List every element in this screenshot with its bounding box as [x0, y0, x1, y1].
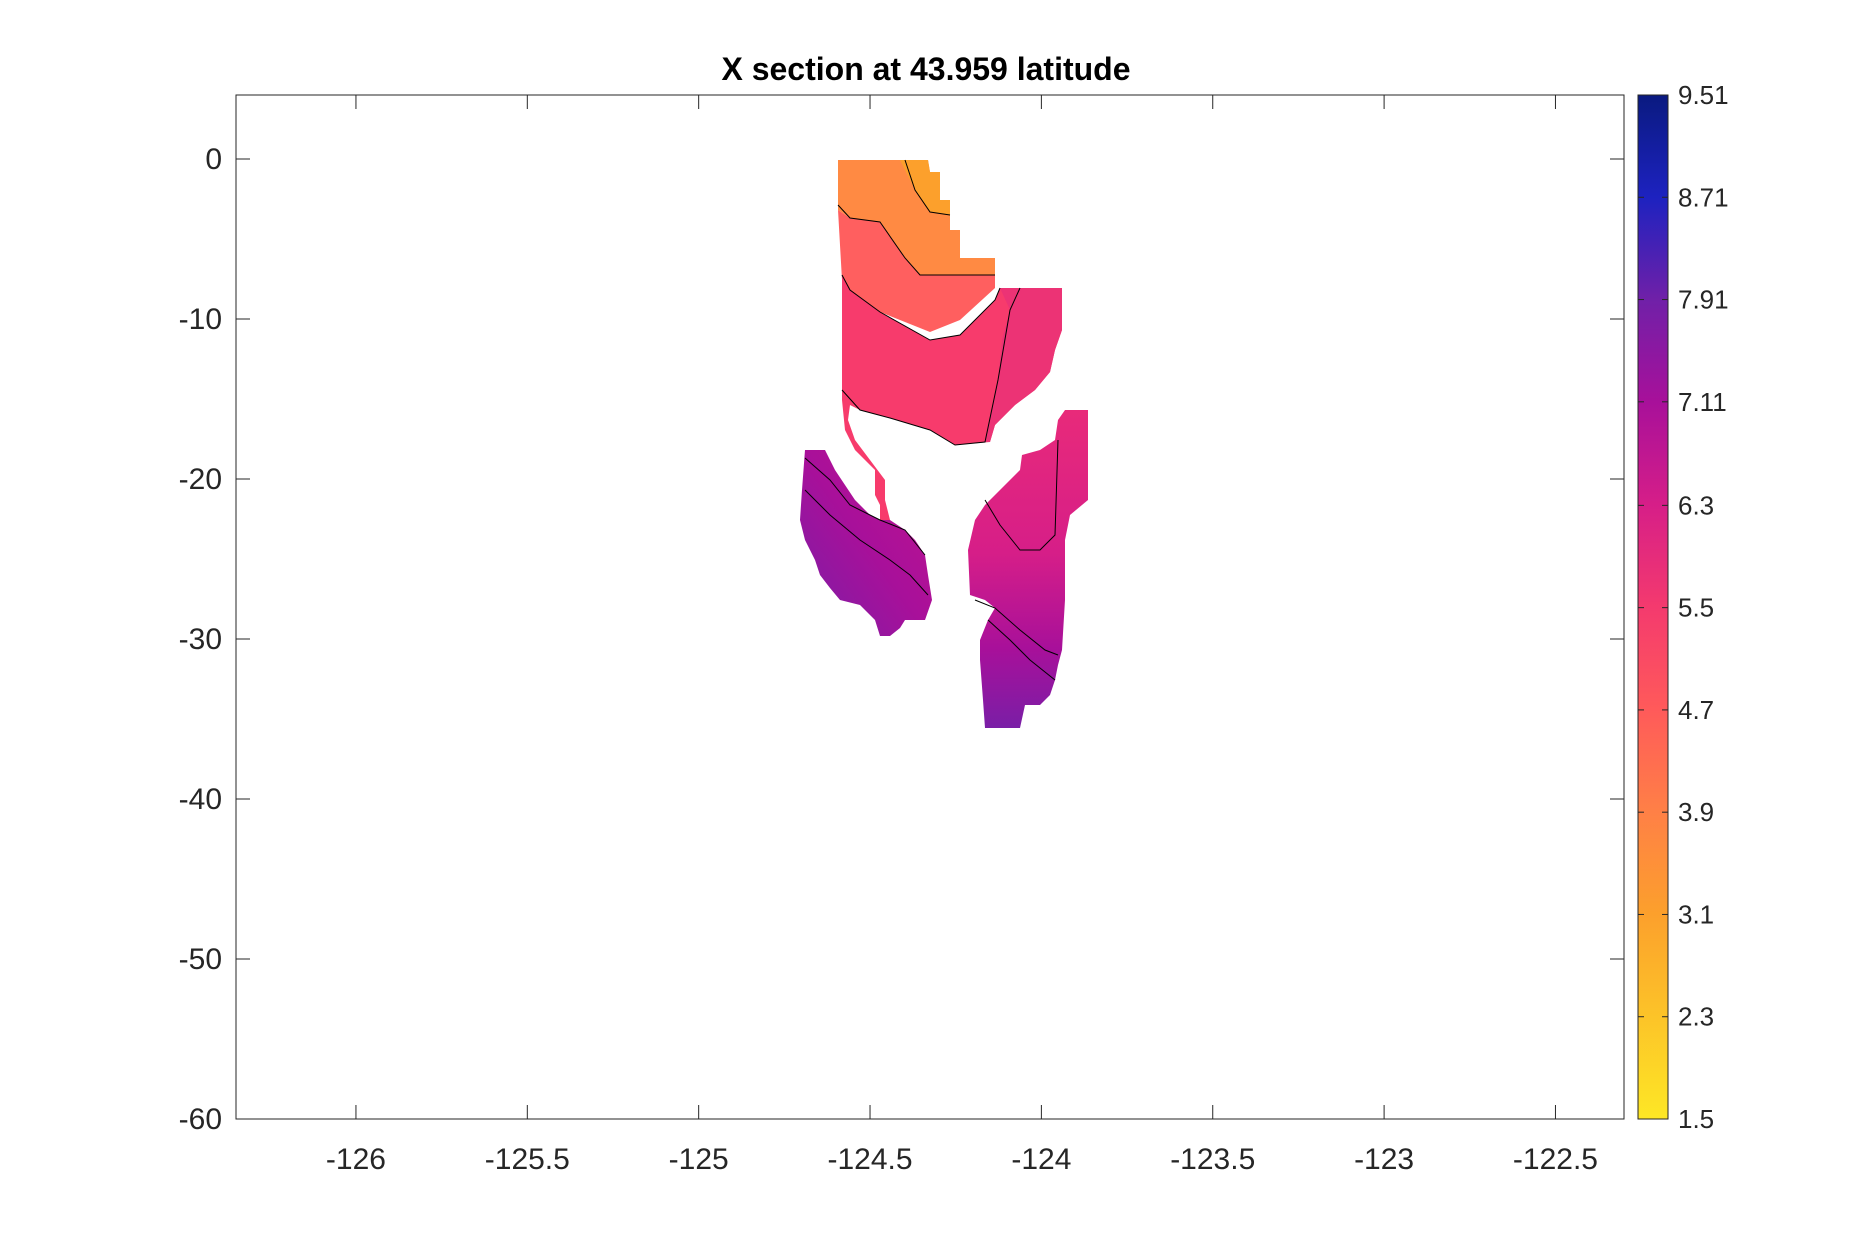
- colorbar-tick-label: 7.91: [1678, 285, 1729, 315]
- colorbar-tick-label: 3.9: [1678, 797, 1714, 827]
- chart-title: X section at 43.959 latitude: [721, 51, 1130, 87]
- x-axis: -126 -125.5 -125 -124.5 -124 -123.5 -123 -122.5: [326, 95, 1598, 1176]
- y-tick-label: -60: [179, 1103, 222, 1136]
- x-tick-label: -122.5: [1513, 1143, 1598, 1176]
- colorbar-tick-label: 9.51: [1678, 80, 1729, 110]
- contour-field: [800, 160, 1088, 728]
- colorbar-tick-label: 6.3: [1678, 490, 1714, 520]
- contour-region-left-lobe: [800, 450, 932, 636]
- contour-line-4.7a: [837, 204, 995, 276]
- y-tick-label: -20: [179, 463, 222, 496]
- x-tick-label: -123: [1354, 1143, 1414, 1176]
- x-tick-label: -124.5: [827, 1143, 912, 1176]
- y-tick-label: -40: [179, 783, 222, 816]
- contour-line-5.5b: [984, 439, 1059, 551]
- colorbar-tick-label: 5.5: [1678, 593, 1714, 623]
- contour-region-upper-deeppink: [985, 288, 1062, 442]
- y-tick-label: 0: [205, 143, 222, 176]
- contour-lines: [804, 159, 1059, 681]
- colorbar-tick-label: 2.3: [1678, 1002, 1714, 1032]
- x-tick-label: -124: [1011, 1143, 1071, 1176]
- y-axis: 0 -10 -20 -30 -40 -50 -60: [179, 143, 1624, 1136]
- x-tick-label: -123.5: [1170, 1143, 1255, 1176]
- colorbar-tick-label: 8.71: [1678, 182, 1729, 212]
- contour-line-4.7b: [841, 274, 1001, 341]
- contour-region-upper-lightorange: [900, 160, 950, 215]
- contour-line-6.3a: [804, 457, 926, 556]
- colorbar-ticks: 9.51 8.71 7.91 7.11 6.3 5.5 4.7 3.9 3.1 2.3 1.5: [1638, 80, 1729, 1134]
- contour-region-upper-orange: [838, 160, 995, 275]
- colorbar-tick-label: 1.5: [1678, 1104, 1714, 1134]
- colorbar-tick-label: 4.7: [1678, 695, 1714, 725]
- contour-line-6.3b: [974, 599, 1059, 656]
- colorbar-tick-label: 3.1: [1678, 899, 1714, 929]
- contour-region-upper-salmon: [838, 210, 995, 332]
- x-tick-label: -125.5: [485, 1143, 570, 1176]
- contour-line-3.9: [904, 159, 951, 216]
- contour-line-7.11b: [987, 619, 1056, 681]
- contour-line-7.11a: [804, 489, 929, 596]
- x-tick-label: -125: [669, 1143, 729, 1176]
- contour-line-5.5a: [841, 287, 1021, 446]
- y-tick-label: -50: [179, 943, 222, 976]
- colorbar-tick-label: 7.11: [1678, 387, 1727, 417]
- y-tick-label: -30: [179, 623, 222, 656]
- y-tick-label: -10: [179, 303, 222, 336]
- contour-region-right-lobe: [968, 410, 1088, 728]
- colorbar: [1637, 94, 1669, 1120]
- x-tick-label: -126: [326, 1143, 386, 1176]
